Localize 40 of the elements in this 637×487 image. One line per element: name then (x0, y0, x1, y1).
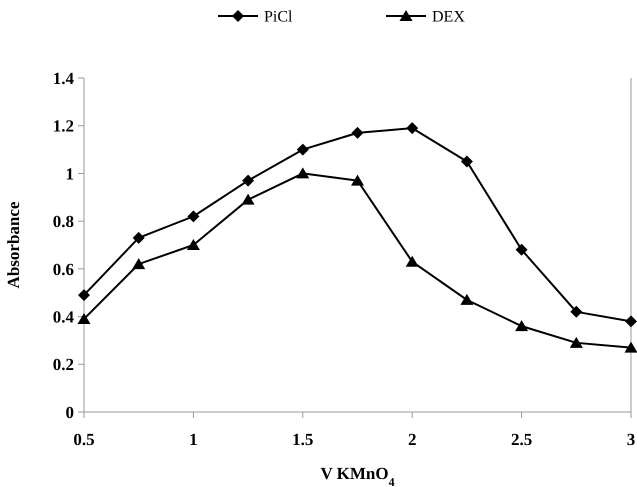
point (460, 294, 474, 305)
x-tick-label: 1.5 (292, 430, 314, 449)
point (515, 320, 528, 332)
point (570, 306, 582, 318)
point (242, 174, 254, 187)
x-tick-label: 2 (408, 430, 416, 449)
point (406, 122, 418, 134)
y-tick-label: 0.6 (52, 260, 74, 279)
point (296, 167, 310, 178)
y-tick-label: 0.8 (52, 212, 74, 232)
point (516, 244, 528, 256)
point (132, 232, 145, 244)
legend-label: DEX (432, 8, 466, 26)
x-tick-label: 1 (189, 430, 198, 449)
y-tick-label: 0 (66, 402, 74, 422)
x-tick-label: 2.5 (510, 430, 532, 449)
point (186, 239, 200, 250)
point (352, 126, 364, 139)
point (570, 336, 583, 348)
point (242, 194, 255, 205)
legend-label: PiCl (264, 8, 294, 26)
y-tick-label: 0.2 (52, 355, 74, 374)
x-axis-title: V KMnO$_{4}$ (320, 464, 395, 487)
y-tick-label: 1.2 (52, 116, 74, 136)
point (132, 258, 146, 270)
point (296, 144, 309, 156)
point (406, 256, 419, 267)
point (187, 210, 200, 222)
x-tick-label: 0.5 (73, 430, 95, 449)
y-tick-label: 0.4 (52, 308, 74, 327)
point (625, 315, 637, 328)
y-tick-label: 1.4 (52, 68, 74, 88)
y-axis-title: Absorbance (4, 201, 23, 288)
point (460, 156, 473, 168)
point (624, 342, 637, 353)
point (351, 174, 364, 186)
point (78, 312, 90, 324)
point (78, 289, 90, 302)
x-tick-label: 3 (626, 430, 636, 449)
y-tick-label: 1 (66, 164, 74, 184)
